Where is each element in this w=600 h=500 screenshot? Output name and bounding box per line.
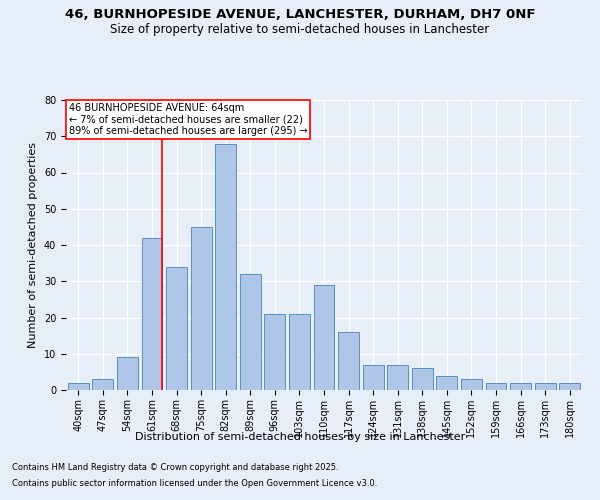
Text: 46 BURNHOPESIDE AVENUE: 64sqm
← 7% of semi-detached houses are smaller (22)
89% : 46 BURNHOPESIDE AVENUE: 64sqm ← 7% of se… (68, 103, 307, 136)
Bar (362, 364, 383, 390)
Bar (142, 238, 163, 390)
Bar (461, 379, 482, 390)
Text: Distribution of semi-detached houses by size in Lanchester: Distribution of semi-detached houses by … (135, 432, 465, 442)
Bar (510, 383, 531, 390)
Bar (191, 227, 212, 390)
Bar (387, 364, 408, 390)
Bar (215, 144, 236, 390)
Bar (68, 383, 89, 390)
Bar (412, 368, 433, 390)
Bar (289, 314, 310, 390)
Bar (338, 332, 359, 390)
Text: Contains HM Land Registry data © Crown copyright and database right 2025.: Contains HM Land Registry data © Crown c… (12, 464, 338, 472)
Bar (265, 314, 286, 390)
Bar (166, 267, 187, 390)
Bar (92, 379, 113, 390)
Text: Contains public sector information licensed under the Open Government Licence v3: Contains public sector information licen… (12, 478, 377, 488)
Bar (535, 383, 556, 390)
Y-axis label: Number of semi-detached properties: Number of semi-detached properties (28, 142, 38, 348)
Text: 46, BURNHOPESIDE AVENUE, LANCHESTER, DURHAM, DH7 0NF: 46, BURNHOPESIDE AVENUE, LANCHESTER, DUR… (65, 8, 535, 20)
Bar (240, 274, 261, 390)
Bar (559, 383, 580, 390)
Bar (314, 285, 334, 390)
Bar (436, 376, 457, 390)
Bar (117, 358, 138, 390)
Text: Size of property relative to semi-detached houses in Lanchester: Size of property relative to semi-detach… (110, 22, 490, 36)
Bar (485, 383, 506, 390)
